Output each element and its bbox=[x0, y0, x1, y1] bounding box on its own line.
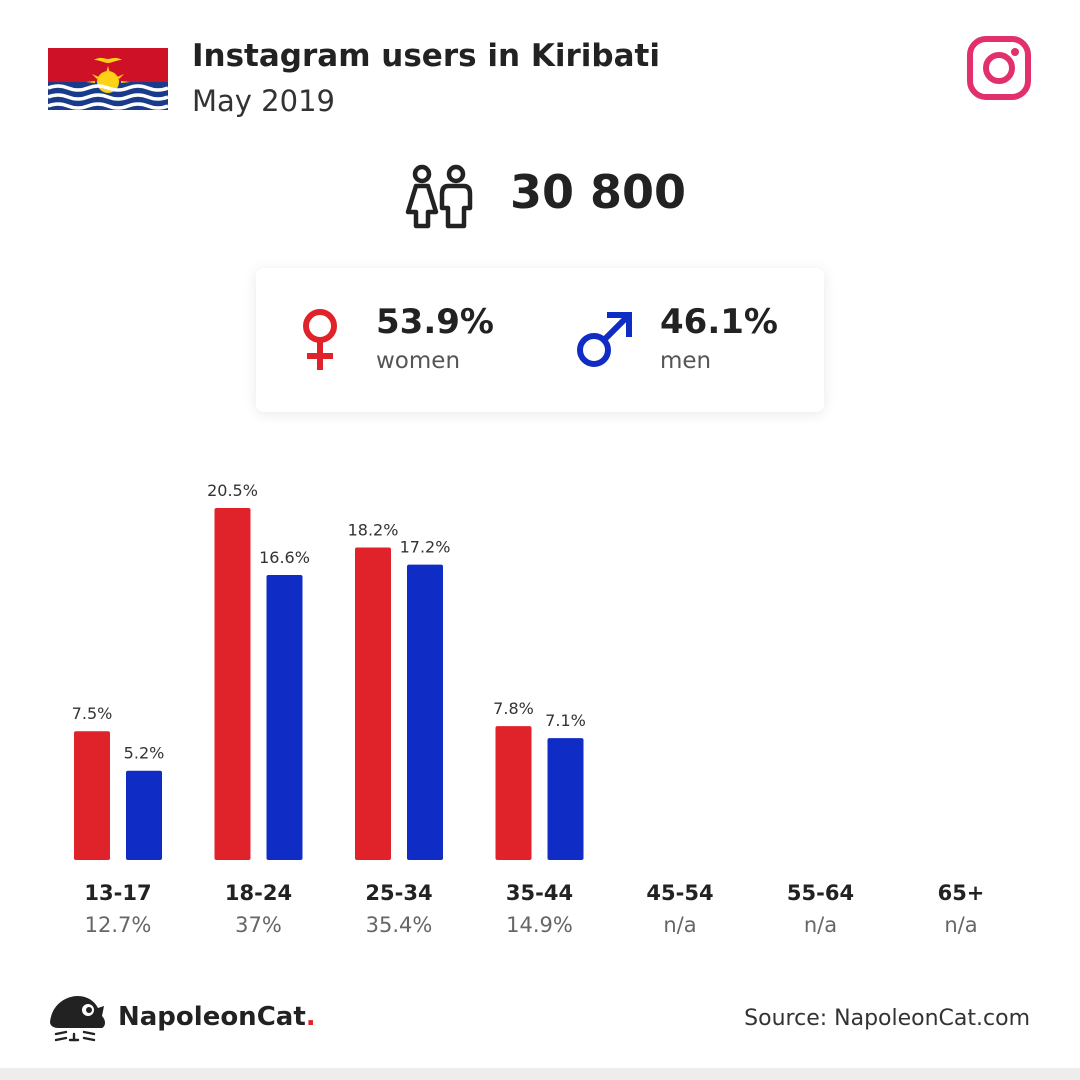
bar-men-25-34 bbox=[407, 564, 443, 860]
page-title: Instagram users in Kiribati bbox=[192, 38, 660, 74]
women-label: women bbox=[376, 348, 461, 374]
data-label-men-18-24: 16.6% bbox=[259, 548, 310, 567]
bottom-bar bbox=[0, 1068, 1080, 1080]
data-label-women-13-17: 7.5% bbox=[72, 704, 113, 723]
people-icon bbox=[405, 164, 473, 229]
bar-women-18-24 bbox=[214, 508, 251, 860]
category-total-13-17: 12.7% bbox=[85, 913, 152, 937]
category-total-35-44: 14.9% bbox=[506, 913, 573, 937]
male-symbol-icon bbox=[577, 312, 632, 367]
data-label-women-25-34: 18.2% bbox=[348, 520, 399, 539]
bar-men-35-44 bbox=[547, 738, 584, 860]
instagram-icon bbox=[967, 36, 1031, 100]
bar-men-13-17 bbox=[126, 770, 162, 860]
category-label-18-24: 18-24 bbox=[225, 881, 292, 905]
napoleoncat-logo-icon bbox=[50, 996, 105, 1042]
bar-women-35-44 bbox=[495, 726, 532, 860]
source-text: Source: NapoleonCat.com bbox=[744, 1006, 1030, 1031]
data-label-women-35-44: 7.8% bbox=[493, 699, 534, 718]
page-subtitle: May 2019 bbox=[192, 84, 335, 118]
brand-text: NapoleonCat bbox=[118, 1002, 306, 1032]
bar-men-18-24 bbox=[266, 574, 303, 860]
category-label-55-64: 55-64 bbox=[787, 881, 854, 905]
category-total-18-24: 37% bbox=[235, 913, 282, 937]
men-percentage: 46.1% bbox=[660, 302, 778, 342]
category-total-65+: n/a bbox=[944, 913, 977, 937]
category-label-25-34: 25-34 bbox=[365, 881, 432, 905]
bar-women-25-34 bbox=[355, 547, 391, 860]
kiribati-flag-icon bbox=[48, 48, 168, 110]
women-percentage: 53.9% bbox=[376, 302, 494, 342]
men-label: men bbox=[660, 348, 712, 374]
data-label-men-13-17: 5.2% bbox=[124, 744, 165, 763]
brand-dot: . bbox=[305, 1002, 316, 1032]
category-label-13-17: 13-17 bbox=[84, 881, 151, 905]
category-label-35-44: 35-44 bbox=[506, 881, 573, 905]
brand-name: NapoleonCat. bbox=[118, 1002, 316, 1032]
age-gender-bar-chart: 7.5% 5.2% 13-17 12.7% 20.5% 16.6% 18-24 37% 18.2… bbox=[72, 481, 985, 937]
female-symbol-icon bbox=[303, 309, 337, 370]
category-total-45-54: n/a bbox=[663, 913, 696, 937]
category-label-65+: 65+ bbox=[938, 881, 985, 905]
gender-summary-card bbox=[256, 268, 824, 412]
bar-women-13-17 bbox=[74, 731, 110, 860]
data-label-men-35-44: 7.1% bbox=[545, 711, 586, 730]
category-total-25-34: 35.4% bbox=[366, 913, 433, 937]
data-label-women-18-24: 20.5% bbox=[207, 481, 258, 500]
total-users: 30 800 bbox=[510, 165, 687, 219]
category-total-55-64: n/a bbox=[804, 913, 837, 937]
category-label-45-54: 45-54 bbox=[646, 881, 713, 905]
data-label-men-25-34: 17.2% bbox=[400, 538, 451, 557]
